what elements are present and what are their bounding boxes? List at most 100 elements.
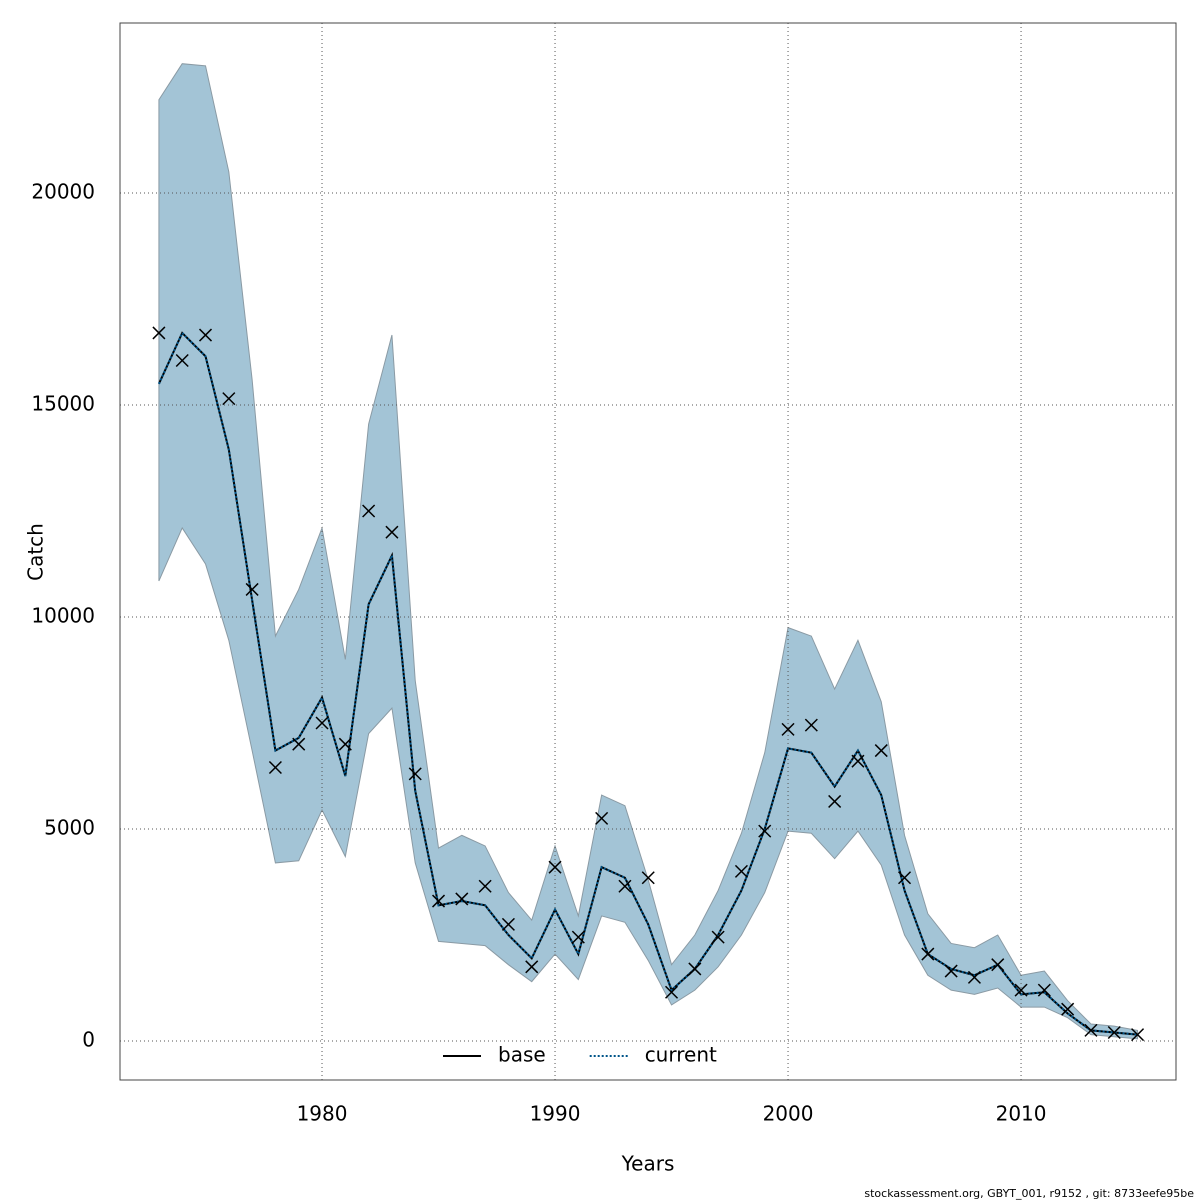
marker-stroke xyxy=(944,964,958,978)
marker-stroke xyxy=(688,962,702,976)
marker-stroke xyxy=(478,879,492,893)
marker-stroke xyxy=(338,737,352,751)
marker-stroke xyxy=(734,864,748,878)
marker-stroke xyxy=(362,504,376,518)
marker-stroke xyxy=(1061,1002,1075,1016)
observed-marker xyxy=(641,871,655,885)
marker-stroke xyxy=(222,392,236,406)
marker-stroke xyxy=(431,894,446,908)
marker-stroke xyxy=(967,970,981,984)
observed-marker xyxy=(152,326,166,340)
y-tick-label: 0 xyxy=(82,1027,95,1051)
observed-marker xyxy=(734,864,748,878)
observed-marker xyxy=(595,811,609,825)
legend-label: current xyxy=(645,1043,717,1067)
observed-marker xyxy=(804,718,818,732)
observed-marker xyxy=(688,962,702,976)
observed-marker xyxy=(944,964,958,978)
observed-marker xyxy=(362,504,376,518)
observed-marker xyxy=(1107,1025,1121,1040)
observed-marker xyxy=(711,930,725,944)
marker-stroke xyxy=(501,917,515,931)
observed-marker xyxy=(501,917,515,931)
observed-marker xyxy=(781,722,795,736)
x-tick-label: 1980 xyxy=(297,1102,348,1126)
x-tick-label: 2010 xyxy=(996,1102,1047,1126)
legend-label: base xyxy=(498,1043,546,1067)
marker-stroke xyxy=(758,824,772,838)
observed-marker xyxy=(268,760,282,775)
marker-stroke xyxy=(315,716,329,730)
marker-stroke xyxy=(385,525,399,539)
observed-marker xyxy=(338,737,352,751)
observed-marker xyxy=(1061,1002,1075,1016)
marker-stroke xyxy=(991,958,1005,972)
marker-stroke xyxy=(1037,983,1051,997)
observed-marker xyxy=(222,392,236,406)
marker-stroke xyxy=(1107,1025,1121,1040)
observed-marker xyxy=(385,525,399,539)
observed-marker xyxy=(665,985,679,999)
y-tick-label: 10000 xyxy=(31,604,95,628)
marker-stroke xyxy=(198,328,213,342)
observed-marker xyxy=(571,930,585,944)
observed-marker xyxy=(828,794,842,808)
marker-stroke xyxy=(804,718,818,732)
y-tick-label: 15000 xyxy=(31,392,95,416)
observed-marker xyxy=(1014,983,1028,997)
marker-stroke xyxy=(898,871,912,885)
y-tick-label: 5000 xyxy=(44,815,95,839)
marker-stroke xyxy=(874,744,888,758)
observed-marker xyxy=(851,754,865,768)
plot-frame xyxy=(119,22,1177,1081)
marker-stroke xyxy=(548,860,562,874)
marker-stroke xyxy=(455,892,469,906)
observed-marker xyxy=(431,894,446,908)
marker-stroke xyxy=(268,760,282,775)
marker-stroke xyxy=(641,871,655,885)
observed-marker xyxy=(1131,1028,1145,1042)
marker-stroke xyxy=(245,582,259,596)
marker-stroke xyxy=(851,754,865,768)
marker-stroke xyxy=(595,811,609,825)
marker-stroke xyxy=(1014,983,1028,997)
observed-marker xyxy=(1037,983,1051,997)
observed-marker xyxy=(758,824,772,838)
marker-stroke xyxy=(781,722,795,736)
observed-marker xyxy=(618,879,632,893)
marker-stroke xyxy=(828,794,842,808)
observed-marker xyxy=(478,879,492,893)
marker-stroke xyxy=(175,353,189,368)
series-line xyxy=(158,331,1138,1036)
marker-stroke xyxy=(618,879,632,893)
marker-stroke xyxy=(665,985,679,999)
observed-marker xyxy=(991,958,1005,972)
y-axis-label: Catch xyxy=(24,523,48,581)
marker-stroke xyxy=(408,767,422,781)
marker-stroke xyxy=(525,960,539,974)
observed-marker xyxy=(292,737,306,751)
marker-stroke xyxy=(1131,1028,1145,1042)
observed-marker xyxy=(548,860,562,874)
confidence-band xyxy=(158,63,1139,1040)
x-tick-label: 1990 xyxy=(530,1102,581,1126)
observed-marker xyxy=(874,744,888,758)
x-axis-label: Years xyxy=(621,1152,675,1176)
x-tick-label: 2000 xyxy=(763,1102,814,1126)
marker-stroke xyxy=(1084,1023,1098,1037)
marker-stroke xyxy=(571,930,585,944)
observed-marker xyxy=(175,353,189,368)
marker-stroke xyxy=(152,326,166,340)
observed-marker xyxy=(315,716,329,730)
observed-marker xyxy=(408,767,422,781)
observed-marker xyxy=(525,960,539,974)
marker-stroke xyxy=(292,737,306,751)
observed-marker xyxy=(198,328,213,342)
y-tick-label: 20000 xyxy=(31,180,95,204)
observed-marker xyxy=(921,947,935,961)
observed-marker xyxy=(898,871,912,885)
marker-stroke xyxy=(921,947,935,961)
marker-stroke xyxy=(711,930,725,944)
footer: stockassessment.org, GBYT_001, r9152 , g… xyxy=(864,1187,1194,1200)
observed-marker xyxy=(455,892,469,906)
